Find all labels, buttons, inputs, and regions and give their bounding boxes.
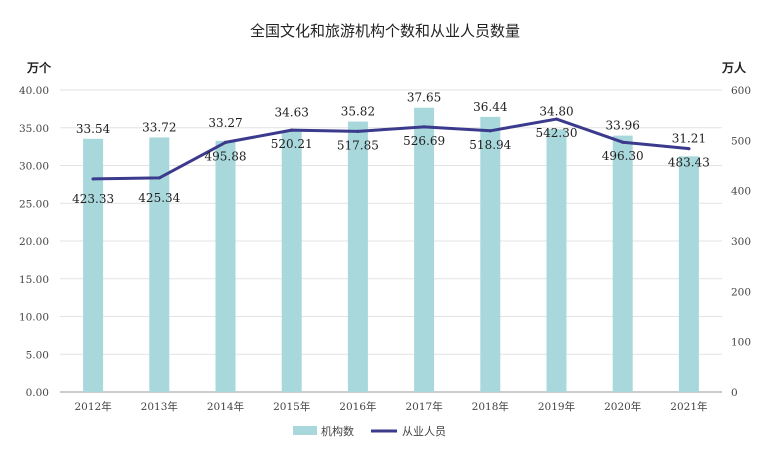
left-tick-label: 5.00 [26, 349, 49, 361]
right-axis-unit: 万人 [721, 60, 747, 75]
x-tick-label: 2018年 [472, 400, 509, 413]
point-employees [554, 117, 559, 121]
line-data-label: 517.85 [337, 138, 379, 152]
left-tick-label: 25.00 [19, 198, 49, 210]
line-data-label: 496.30 [602, 149, 644, 163]
point-employees [157, 176, 161, 180]
right-tick-label: 200 [731, 286, 751, 298]
x-axis-ticks: 2012年 2013年 2014年 2015年 2016年 2017年 2018年 2019年… [74, 400, 707, 413]
bar-institutions [414, 107, 435, 393]
point-employees [91, 177, 95, 181]
right-tick-label: 500 [731, 135, 751, 147]
bar-data-label: 35.82 [341, 105, 375, 119]
x-tick-label: 2015年 [273, 400, 310, 413]
line-data-label: 526.69 [403, 134, 445, 148]
x-tick-label: 2019年 [538, 400, 575, 413]
x-tick-label: 2021年 [670, 400, 707, 413]
gridlines [60, 89, 722, 393]
line-series-employees [91, 117, 691, 181]
right-axis-ticks: 0 100 200 300 400 500 600 [731, 85, 751, 399]
bar-data-label: 36.44 [473, 100, 508, 114]
bar-data-label: 31.21 [672, 131, 706, 145]
chart-title: 全国文化和旅游机构个数和从业人员数量 [250, 22, 520, 40]
right-tick-label: 100 [731, 337, 751, 349]
left-tick-label: 40.00 [19, 85, 49, 97]
line-data-label: 425.34 [138, 191, 180, 205]
bar-institutions [347, 121, 368, 393]
bar-institutions [546, 129, 567, 392]
line-data-label: 483.43 [668, 156, 710, 170]
point-employees [223, 140, 228, 145]
left-axis-unit: 万个 [26, 60, 52, 75]
point-employees [687, 147, 691, 151]
bar-institutions [678, 156, 699, 392]
line-employees [93, 117, 690, 181]
legend: 机构数 从业人员 [293, 424, 446, 438]
x-tick-label: 2012年 [74, 400, 111, 413]
left-tick-label: 0.00 [26, 387, 49, 399]
line-data-label: 520.21 [271, 137, 313, 151]
line-data-label: 518.94 [469, 138, 511, 152]
left-tick-label: 35.00 [19, 123, 49, 135]
left-tick-label: 10.00 [19, 312, 49, 324]
x-tick-label: 2016年 [339, 400, 376, 413]
bar-institutions [83, 138, 104, 392]
bar-institutions [281, 130, 302, 392]
left-axis-ticks: 0.00 5.00 10.00 15.00 20.00 25.00 30.00 35.00 40… [19, 85, 49, 399]
line-data-label: 542.30 [536, 126, 578, 140]
legend-label-institutions: 机构数 [321, 424, 354, 438]
line-data-label: 495.88 [205, 149, 247, 163]
point-employees [290, 128, 294, 132]
left-tick-label: 20.00 [19, 236, 49, 248]
point-employees [621, 140, 625, 144]
point-employees [422, 125, 426, 129]
x-tick-label: 2013年 [141, 400, 178, 413]
bar-institutions [215, 140, 236, 392]
bar-institutions [149, 137, 170, 392]
right-tick-label: 400 [731, 186, 751, 198]
x-tick-label: 2017年 [405, 400, 442, 413]
right-tick-label: 300 [731, 236, 751, 248]
right-tick-label: 0 [731, 387, 738, 399]
line-data-label: 423.33 [72, 192, 114, 206]
x-tick-label: 2020年 [604, 400, 641, 413]
bar-data-label: 34.63 [275, 106, 309, 120]
bar-series-institutions [83, 107, 699, 393]
point-employees [488, 129, 492, 133]
legend-label-employees: 从业人员 [402, 425, 446, 438]
bar-data-label: 33.72 [142, 120, 176, 134]
left-tick-label: 30.00 [19, 161, 49, 173]
bar-data-label: 37.65 [407, 91, 441, 105]
right-tick-label: 600 [731, 85, 751, 97]
x-tick-label: 2014年 [207, 400, 244, 413]
point-employees [356, 129, 360, 133]
legend-swatch-institutions [293, 426, 317, 435]
bar-institutions [612, 135, 633, 393]
bar-data-label: 34.80 [539, 104, 573, 118]
bar-institutions [480, 116, 501, 393]
bar-data-label: 33.96 [606, 119, 640, 133]
left-tick-label: 15.00 [19, 274, 49, 286]
bar-data-label: 33.54 [76, 122, 111, 136]
bar-data-label: 33.27 [208, 116, 242, 130]
data-labels: 33.54 33.72 33.27 34.63 35.82 37.65 36.44 34.80… [72, 91, 710, 206]
